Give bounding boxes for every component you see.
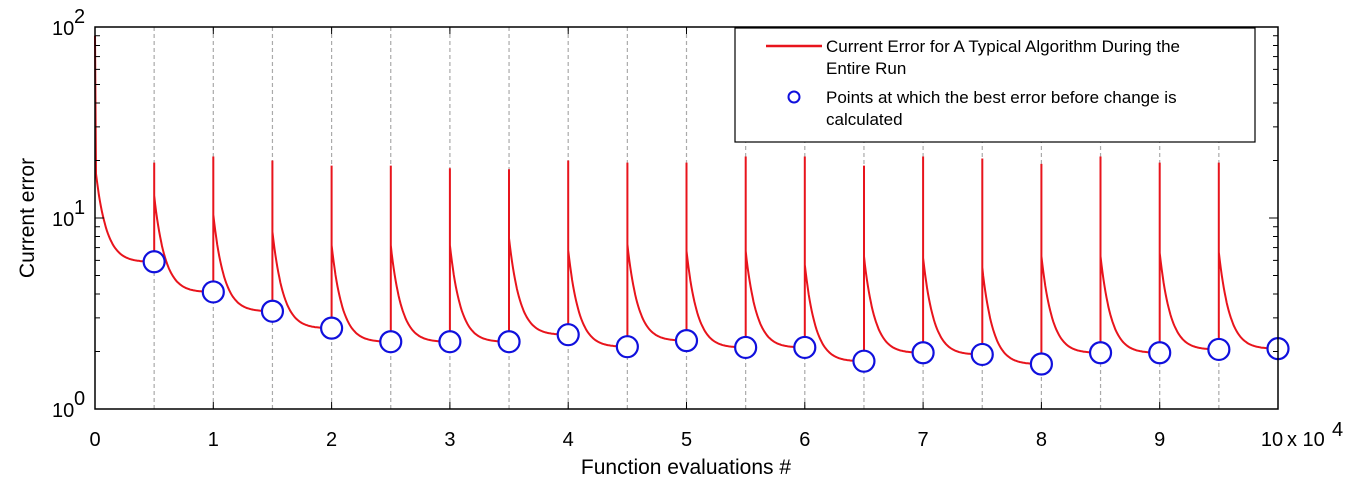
best-error-marker	[380, 331, 401, 352]
y-tick-label: 10	[52, 400, 74, 422]
best-error-marker	[617, 336, 638, 357]
best-error-marker	[1208, 339, 1229, 360]
x-tick-label: 6	[799, 429, 810, 451]
x-tick-label: 10	[1261, 429, 1283, 451]
best-error-marker	[262, 301, 283, 322]
best-error-marker	[1149, 342, 1170, 363]
best-error-marker	[499, 331, 520, 352]
y-tick-exponent: 1	[74, 197, 85, 219]
x-tick-label: 0	[89, 429, 100, 451]
best-error-marker	[1090, 342, 1111, 363]
y-tick-exponent: 0	[74, 388, 85, 410]
best-error-marker	[913, 342, 934, 363]
x-tick-label: 9	[1154, 429, 1165, 451]
best-error-marker	[1031, 354, 1052, 375]
best-error-marker	[853, 351, 874, 372]
best-error-marker	[794, 337, 815, 358]
x-multiplier-label: x 10	[1287, 429, 1325, 451]
y-tick-exponent: 2	[74, 6, 85, 28]
best-error-marker	[321, 318, 342, 339]
x-tick-label: 8	[1036, 429, 1047, 451]
marker-series	[144, 251, 1289, 374]
y-axis-label: Current error	[16, 158, 39, 278]
x-tick-label: 5	[681, 429, 692, 451]
best-error-marker	[439, 331, 460, 352]
x-tick-label: 2	[326, 429, 337, 451]
legend-label-1b: Entire Run	[826, 59, 906, 78]
legend-label-1a: Current Error for A Typical Algorithm Du…	[826, 37, 1180, 56]
legend-label-2a: Points at which the best error before ch…	[826, 88, 1177, 107]
legend-marker-swatch	[789, 92, 800, 103]
best-error-marker	[972, 344, 993, 365]
x-tick-label: 1	[208, 429, 219, 451]
y-tick-label: 10	[52, 209, 74, 231]
legend-label-2b: calculated	[826, 110, 903, 129]
best-error-marker	[144, 251, 165, 272]
best-error-marker	[676, 330, 697, 351]
best-error-marker	[558, 324, 579, 345]
x-tick-label: 7	[918, 429, 929, 451]
x-tick-label: 4	[563, 429, 574, 451]
x-multiplier-exponent: 4	[1332, 419, 1343, 441]
legend: Current Error for A Typical Algorithm Du…	[735, 28, 1255, 142]
best-error-marker	[735, 337, 756, 358]
best-error-marker	[203, 281, 224, 302]
x-axis-label: Function evaluations #	[581, 456, 791, 479]
x-tick-label: 3	[444, 429, 455, 451]
y-tick-label: 10	[52, 18, 74, 40]
